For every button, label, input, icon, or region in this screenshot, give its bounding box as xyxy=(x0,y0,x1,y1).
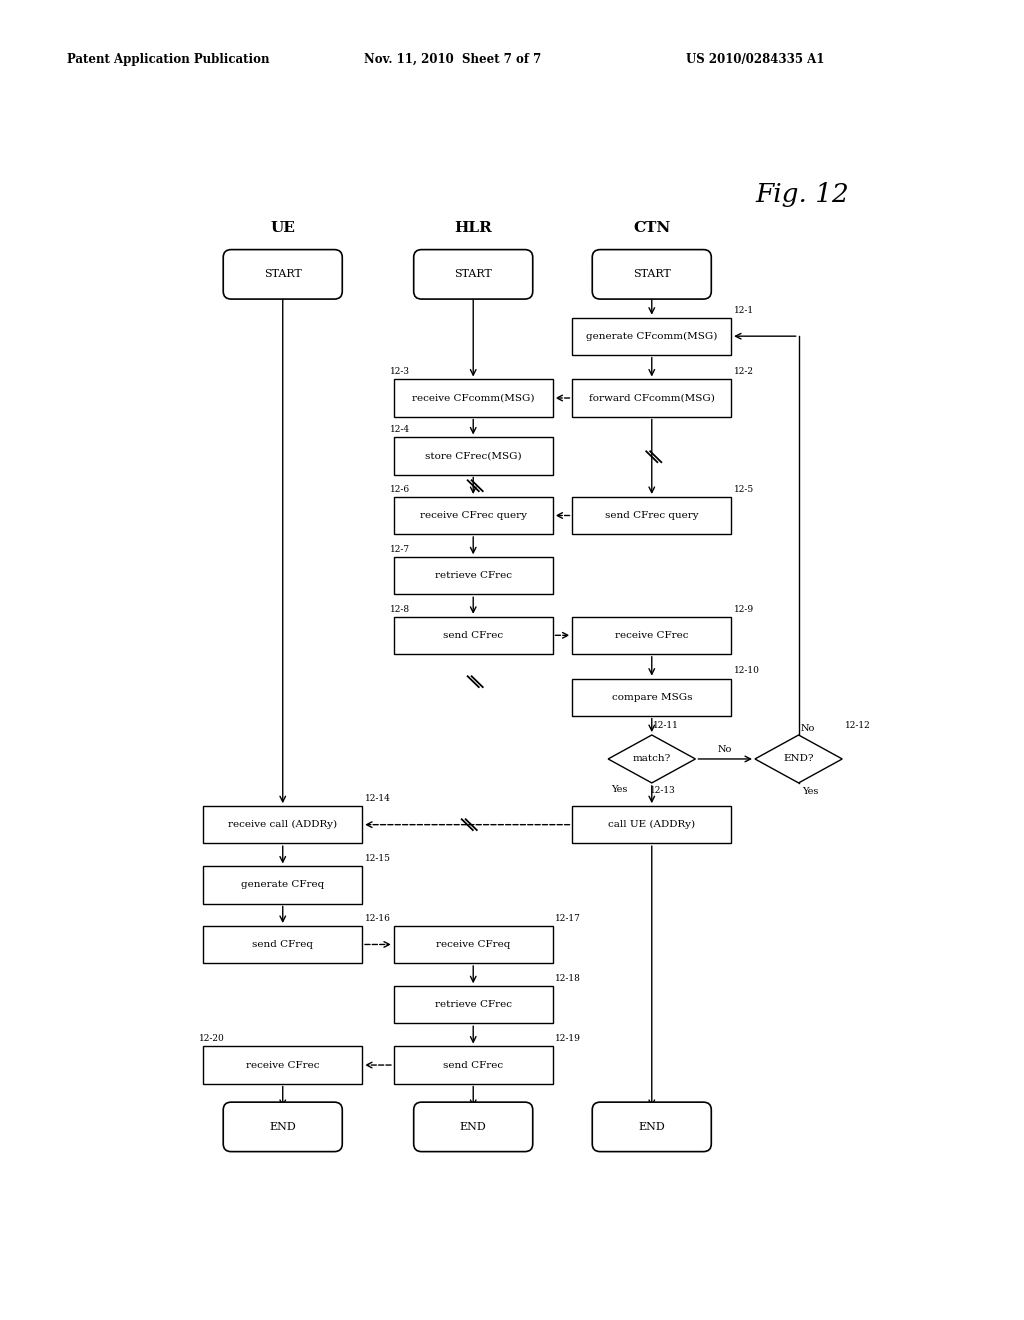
Text: 12-8: 12-8 xyxy=(390,605,410,614)
Text: 12-12: 12-12 xyxy=(845,721,870,730)
Text: Nov. 11, 2010  Sheet 7 of 7: Nov. 11, 2010 Sheet 7 of 7 xyxy=(364,53,541,66)
Text: receive CFreq: receive CFreq xyxy=(436,940,510,949)
FancyBboxPatch shape xyxy=(394,496,553,535)
FancyBboxPatch shape xyxy=(204,866,362,903)
FancyBboxPatch shape xyxy=(572,496,731,535)
Text: 12-20: 12-20 xyxy=(200,1035,225,1043)
FancyBboxPatch shape xyxy=(394,557,553,594)
FancyBboxPatch shape xyxy=(394,986,553,1023)
FancyBboxPatch shape xyxy=(394,379,553,417)
Text: send CFrec: send CFrec xyxy=(443,1060,503,1069)
Text: Fig. 12: Fig. 12 xyxy=(755,182,849,207)
Text: Patent Application Publication: Patent Application Publication xyxy=(67,53,269,66)
FancyBboxPatch shape xyxy=(572,379,731,417)
Polygon shape xyxy=(608,735,695,783)
FancyBboxPatch shape xyxy=(414,249,532,300)
Text: HLR: HLR xyxy=(455,220,493,235)
Text: send CFrec query: send CFrec query xyxy=(605,511,698,520)
FancyBboxPatch shape xyxy=(204,807,362,843)
FancyBboxPatch shape xyxy=(572,807,731,843)
FancyBboxPatch shape xyxy=(394,616,553,653)
Text: receive CFrec query: receive CFrec query xyxy=(420,511,526,520)
Text: 12-1: 12-1 xyxy=(733,305,754,314)
Text: Yes: Yes xyxy=(611,785,628,795)
Text: 12-2: 12-2 xyxy=(733,367,754,376)
FancyBboxPatch shape xyxy=(204,925,362,964)
Text: receive CFrec: receive CFrec xyxy=(615,631,688,640)
Text: Yes: Yes xyxy=(803,787,819,796)
Text: US 2010/0284335 A1: US 2010/0284335 A1 xyxy=(686,53,824,66)
Text: 12-3: 12-3 xyxy=(390,367,410,376)
Text: send CFrec: send CFrec xyxy=(443,631,503,640)
Text: forward CFcomm(MSG): forward CFcomm(MSG) xyxy=(589,393,715,403)
Text: 12-6: 12-6 xyxy=(390,484,410,494)
FancyBboxPatch shape xyxy=(223,1102,342,1151)
Text: START: START xyxy=(264,269,302,280)
Text: 12-16: 12-16 xyxy=(365,913,390,923)
Text: CTN: CTN xyxy=(633,220,671,235)
Text: 12-13: 12-13 xyxy=(650,787,676,795)
FancyBboxPatch shape xyxy=(572,318,731,355)
Text: match?: match? xyxy=(633,755,671,763)
Text: 12-15: 12-15 xyxy=(365,854,390,863)
Text: 12-19: 12-19 xyxy=(555,1035,581,1043)
Text: START: START xyxy=(633,269,671,280)
Text: 12-10: 12-10 xyxy=(733,667,760,676)
FancyBboxPatch shape xyxy=(592,249,712,300)
Text: receive CFcomm(MSG): receive CFcomm(MSG) xyxy=(412,393,535,403)
Text: END: END xyxy=(269,1122,296,1131)
Text: send CFreq: send CFreq xyxy=(252,940,313,949)
Text: 12-9: 12-9 xyxy=(733,605,754,614)
Text: UE: UE xyxy=(270,220,295,235)
FancyBboxPatch shape xyxy=(204,1047,362,1084)
FancyBboxPatch shape xyxy=(414,1102,532,1151)
Text: No: No xyxy=(718,746,732,754)
Text: generate CFreq: generate CFreq xyxy=(241,880,325,890)
Text: call UE (ADDRy): call UE (ADDRy) xyxy=(608,820,695,829)
Text: END: END xyxy=(638,1122,666,1131)
FancyBboxPatch shape xyxy=(394,1047,553,1084)
Text: receive call (ADDRy): receive call (ADDRy) xyxy=(228,820,337,829)
Text: receive CFrec: receive CFrec xyxy=(246,1060,319,1069)
Text: 12-7: 12-7 xyxy=(390,545,410,554)
Text: retrieve CFrec: retrieve CFrec xyxy=(435,572,512,581)
Text: 12-4: 12-4 xyxy=(390,425,410,434)
Text: 12-5: 12-5 xyxy=(733,484,754,494)
FancyBboxPatch shape xyxy=(572,678,731,715)
Text: 12-11: 12-11 xyxy=(653,721,679,730)
Text: 12-18: 12-18 xyxy=(555,974,581,983)
FancyBboxPatch shape xyxy=(223,249,342,300)
Text: generate CFcomm(MSG): generate CFcomm(MSG) xyxy=(586,331,718,341)
FancyBboxPatch shape xyxy=(394,437,553,474)
Text: END?: END? xyxy=(783,755,814,763)
Text: retrieve CFrec: retrieve CFrec xyxy=(435,1001,512,1010)
Text: START: START xyxy=(455,269,493,280)
Text: END: END xyxy=(460,1122,486,1131)
FancyBboxPatch shape xyxy=(394,925,553,964)
FancyBboxPatch shape xyxy=(592,1102,712,1151)
Text: store CFrec(MSG): store CFrec(MSG) xyxy=(425,451,521,461)
Text: 12-17: 12-17 xyxy=(555,913,581,923)
Polygon shape xyxy=(755,735,842,783)
FancyBboxPatch shape xyxy=(572,616,731,653)
Text: No: No xyxy=(801,723,815,733)
Text: 12-14: 12-14 xyxy=(365,795,390,803)
Text: compare MSGs: compare MSGs xyxy=(611,693,692,702)
